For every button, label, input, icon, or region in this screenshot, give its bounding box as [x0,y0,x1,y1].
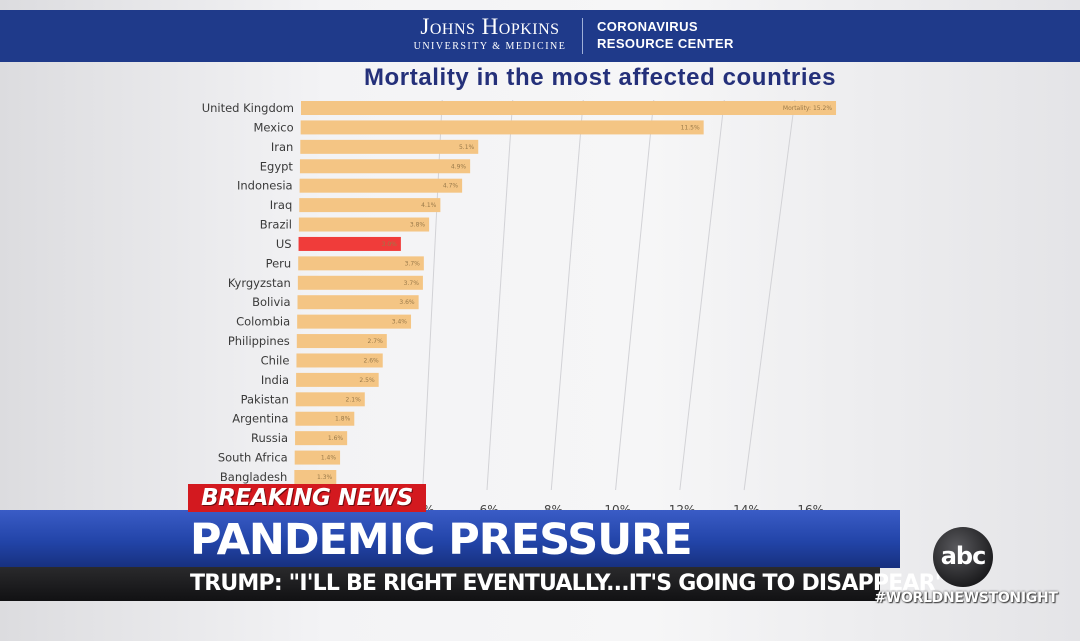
bar-bangladesh[interactable] [294,470,337,484]
bar-egypt[interactable] [299,159,471,174]
grid-line-10 [615,99,655,491]
bar-pakistan[interactable] [295,392,365,407]
breaking-news-badge: BREAKING NEWS [188,484,426,512]
resource-center-label: CORONAVIRUS RESOURCE CENTER [597,18,734,52]
bar-value-label: 2.5% [359,377,375,384]
bar-value-label: 3.8% [410,222,426,229]
category-label: Bangladesh [220,470,287,484]
subhead-text: TRUMP: "I'LL BE RIGHT EVENTUALLY...IT'S … [190,571,946,596]
chart-title: Mortality in the most affected countries [363,64,837,91]
headline-text: PANDEMIC PRESSURE [190,515,693,565]
bar-south-africa[interactable] [294,450,341,465]
category-label: Pakistan [241,392,289,406]
bar-iran[interactable] [300,139,479,154]
bar-chile[interactable] [296,353,383,368]
bar-value-label: 3.7% [405,260,421,267]
bar-value-label: 1.8% [335,416,351,423]
category-labels: United Kingdom Mexico Iran Egypt Indonesia Ir… [202,101,294,484]
category-label: Argentina [232,412,288,426]
bar-india[interactable] [296,372,379,387]
category-label: Mexico [253,120,293,134]
bar-argentina[interactable] [295,411,355,426]
bar-russia[interactable] [295,431,348,446]
category-label: Peru [266,256,292,270]
bar-brazil[interactable] [298,217,430,232]
category-label: Philippines [228,334,290,348]
category-label: US [276,237,292,251]
grid-line-8 [550,99,584,491]
category-label: Colombia [236,315,290,329]
bar-bolivia[interactable] [297,295,419,310]
bar-peru[interactable] [298,256,424,271]
category-label: Bolivia [252,295,290,309]
site-header: Johns Hopkins UNIVERSITY & MEDICINE CORO… [0,10,1080,62]
grid-line-4 [422,99,443,491]
category-label: Egypt [260,159,294,173]
category-label: Iraq [270,198,292,212]
bar-philippines[interactable] [296,334,387,349]
bar-value-label: 2.6% [363,357,379,364]
bars: Mortality: 15.2% 11.5% 5.1% 4.9% 4.7% 4.1% 3.8… [294,101,837,484]
category-label: Kyrgyzstan [228,276,291,290]
grid-lines [422,99,796,491]
jhu-logo: Johns Hopkins UNIVERSITY & MEDICINE [408,13,572,53]
grid-line-6 [486,99,514,491]
grid-line-12 [679,99,725,491]
headline-bar [0,510,900,568]
resource-center-line-1: CORONAVIRUS [597,19,698,34]
bar-value-label: 1.3% [317,474,333,481]
bar-value-label: 2.7% [368,338,384,345]
news-lower-third: BREAKING NEWS PANDEMIC PRESSURE TRUMP: "… [0,484,1080,641]
category-label: United Kingdom [202,101,294,115]
bar-mexico[interactable] [300,120,704,135]
bar-value-label: 4.9% [451,163,467,170]
bar-value-label: 1.6% [328,435,344,442]
grid-line-14 [743,99,796,491]
bar-value-label: 2.1% [346,396,362,403]
bar-kyrgyzstan[interactable] [297,275,423,290]
bar-value-label: 3.6% [399,299,415,306]
category-label: Chile [261,353,290,367]
show-hashtag: #WORLDNEWSTONIGHT [874,590,1058,606]
bar-value-label: 3.7% [404,280,420,287]
bar-united-kingdom[interactable] [301,101,837,115]
category-label: South Africa [218,451,288,465]
university-name: Johns Hopkins [420,14,560,39]
bar-value-label: 3.0% [382,241,398,248]
subhead-bar [0,567,880,601]
bar-value-label: 3.4% [392,319,408,326]
category-label: Iran [271,140,293,154]
header-divider [582,18,583,54]
bar-value-label: 11.5% [681,124,700,131]
bar-value-label: 5.1% [459,144,475,151]
bar-indonesia[interactable] [299,178,463,193]
category-label: Indonesia [237,179,293,193]
category-label: Russia [251,431,288,445]
abc-logo: abc [933,527,993,587]
category-label: Brazil [260,218,292,232]
bar-us[interactable] [298,236,401,251]
university-subtitle: UNIVERSITY & MEDICINE [413,41,567,52]
resource-center-line-2: RESOURCE CENTER [597,36,734,51]
bar-value-label: Mortality: 15.2% [783,105,832,112]
bar-value-label: 4.7% [443,183,459,190]
bar-iraq[interactable] [299,198,441,213]
bar-colombia[interactable] [297,314,412,329]
category-label: India [261,373,289,387]
bar-value-label: 1.4% [321,455,337,462]
bar-value-label: 4.1% [421,202,437,209]
